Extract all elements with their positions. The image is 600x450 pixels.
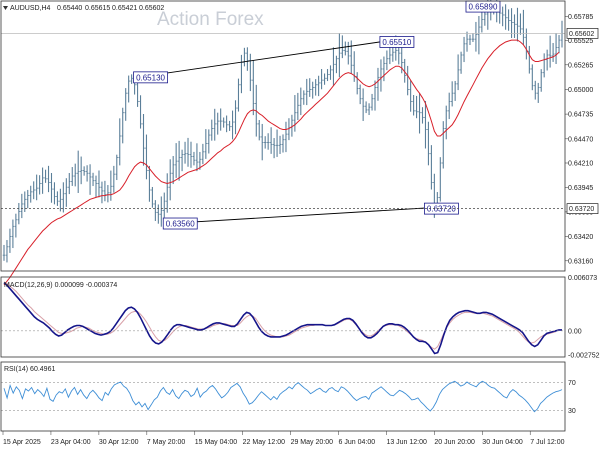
time-tick-label: 23 Apr 04:00 <box>51 439 91 446</box>
price-label-box <box>566 203 599 214</box>
macd-pane: 0.006073 0.00 -0.002752 MACD(12,26,9) 0.00… <box>1 275 600 359</box>
trendline <box>137 38 399 78</box>
moving-average <box>3 39 560 286</box>
macd-main-line <box>3 282 562 355</box>
price-label-text: 0.65602 <box>569 31 594 38</box>
price-tick-label: 0.64210 <box>568 161 593 168</box>
time-tick-label: 29 May 20:00 <box>291 439 334 446</box>
time-tick-label: 13 Jun 12:00 <box>386 439 427 446</box>
ohlc-low: 0.65421 <box>112 5 137 12</box>
collapse-triangle-icon[interactable] <box>3 6 8 10</box>
ohlc-open: 0.65440 <box>57 5 82 12</box>
price-tick-label: 0.65525 <box>568 38 593 45</box>
annotation-box <box>379 36 415 48</box>
ohlc-high: 0.65615 <box>85 5 110 12</box>
price-label-text: 0.63720 <box>569 206 594 213</box>
annotation-label: 0.63560 <box>166 220 195 229</box>
time-tick-label: 15 May 04:00 <box>195 439 238 446</box>
price-tick-label: 0.65785 <box>568 14 593 21</box>
annotation-box <box>162 217 198 230</box>
pane-frames <box>0 0 566 432</box>
time-tick-label: 30 Jun 04:00 <box>482 439 523 446</box>
price-tick-label: 0.64470 <box>568 136 593 143</box>
annotation-label: 0.65890 <box>468 3 497 12</box>
time-tick-label: 6 Jun 04:00 <box>339 439 376 446</box>
macd-label: MACD(12,26,9) 0.000099 -0.000374 <box>4 282 117 289</box>
price-tick-label: 0.63945 <box>568 185 593 192</box>
moving-average-line <box>3 39 560 286</box>
price-tick-label: 0.65000 <box>568 87 593 94</box>
pane-frame <box>0 0 566 272</box>
rsi-axis-ticks: 70 30 <box>568 380 576 415</box>
time-axis: 15 Apr 2025 23 Apr 04:00 30 Apr 12:00 7 May… <box>2 431 565 446</box>
trendline <box>167 206 447 224</box>
annotation-box <box>133 71 168 84</box>
watermark: Action Forex <box>157 9 264 30</box>
price-label-box <box>566 28 599 39</box>
time-tick-label: 7 Jul 12:00 <box>530 439 564 446</box>
ohlc-close: 0.65602 <box>139 5 164 12</box>
annotation-label: 0.63720 <box>427 205 456 214</box>
time-tick-label: 7 May 20:00 <box>147 439 186 446</box>
price-tick-label: 0.65265 <box>568 62 593 69</box>
rsi-lines <box>1 380 565 413</box>
macd-tick-label: 0.00 <box>568 328 582 335</box>
rsi-pane: 70 30 RSI(14) 60.4961 <box>1 366 576 415</box>
price-axis-labels: 0.65602 0.63720 <box>1 28 599 214</box>
price-tick-label: 0.64735 <box>568 112 593 119</box>
trendlines <box>137 38 447 224</box>
pane-frame <box>0 361 566 432</box>
annotation-label: 0.65130 <box>136 73 165 82</box>
rsi-label: RSI(14) 60.4961 <box>4 366 55 373</box>
time-tick-label: 22 May 12:00 <box>243 439 286 446</box>
symbol-header: AUDUSD,H4 0.65440 0.65615 0.65421 0.6560… <box>3 5 164 12</box>
macd-axis-ticks: 0.006073 0.00 -0.002752 <box>1 275 600 359</box>
macd-tick-label: 0.006073 <box>568 275 597 282</box>
time-tick-label: 30 Apr 12:00 <box>99 439 139 446</box>
symbol-name: AUDUSD,H4 <box>10 5 51 12</box>
rsi-tick-label: 70 <box>568 380 576 387</box>
price-tick-label: 0.63160 <box>568 258 593 265</box>
macd-tick-label: -0.002752 <box>568 352 600 359</box>
annotation-label: 0.65510 <box>382 38 411 47</box>
pane-frame <box>0 276 566 358</box>
time-tick-label: 15 Apr 2025 <box>3 439 41 446</box>
rsi-line <box>3 380 563 413</box>
main-price-pane: Action Forex 0.65130 0.63560 0.65510 0.6589… <box>1 0 599 286</box>
time-tick-label: 20 Jun 20:00 <box>434 439 475 446</box>
rsi-tick-label: 30 <box>568 408 576 415</box>
macd-lines <box>3 281 562 355</box>
price-tick-label: 0.63420 <box>568 234 593 241</box>
